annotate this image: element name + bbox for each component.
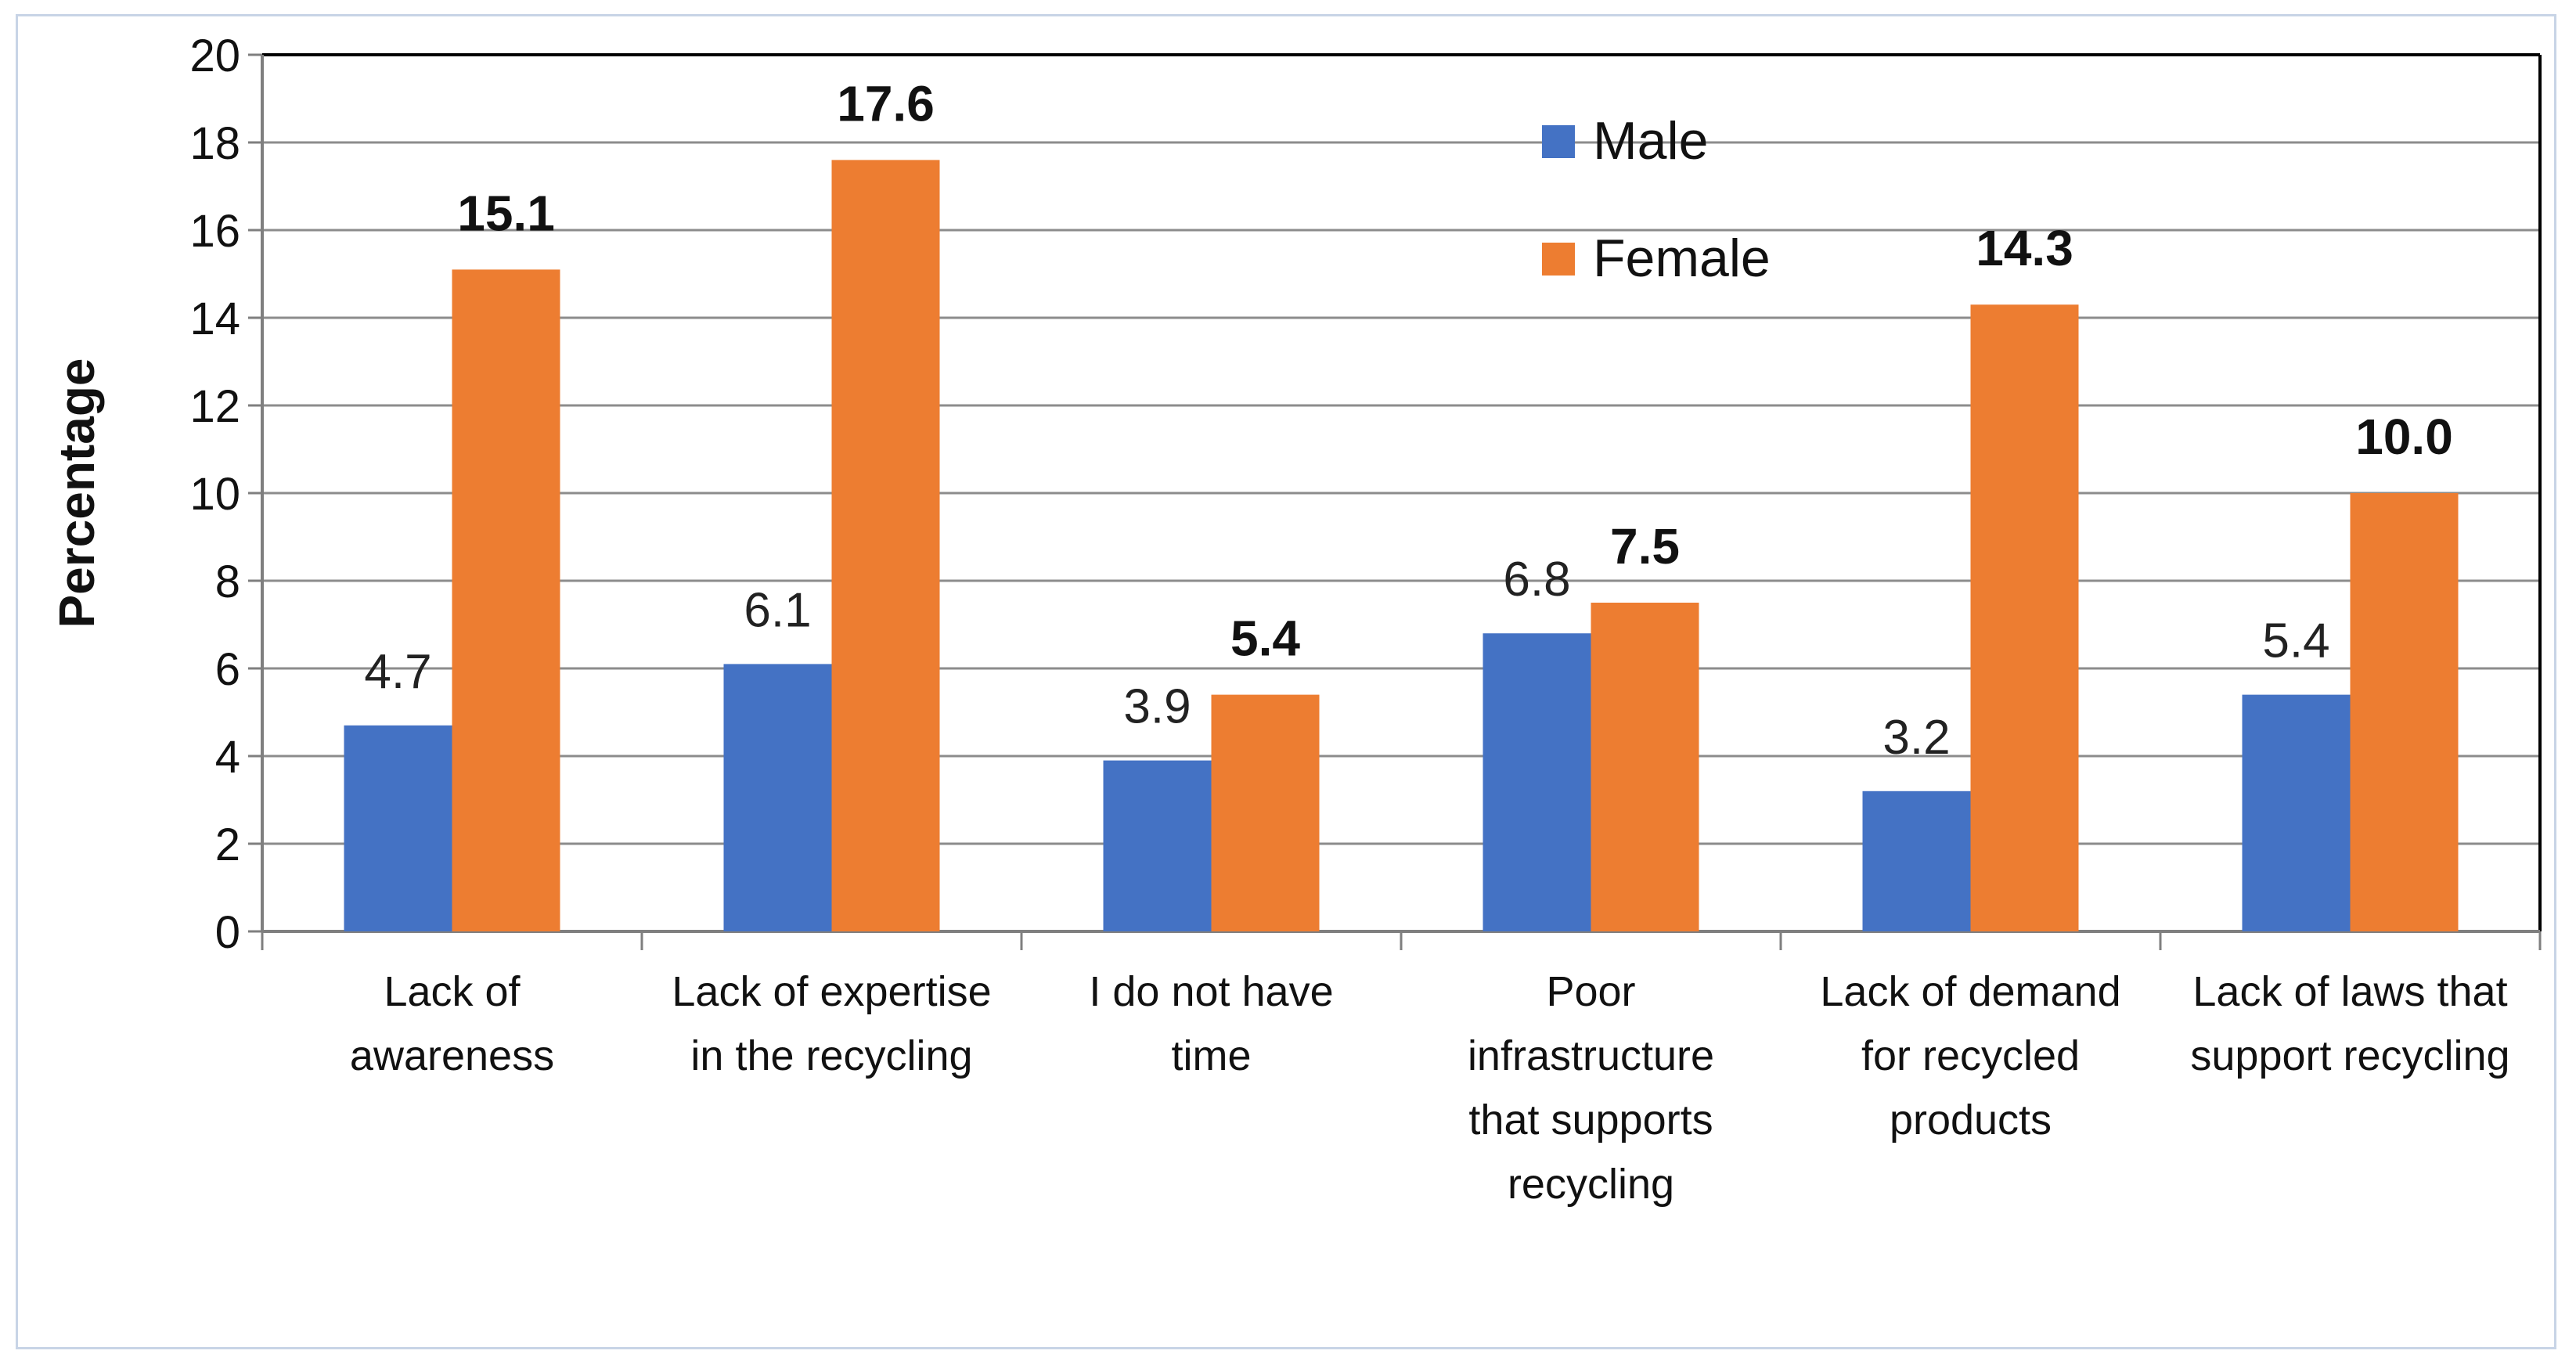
x-tick-label-line: awareness <box>350 1032 554 1079</box>
x-tick-label: Lack of expertise in the recycling <box>672 968 991 1079</box>
data-label-male: 3.2 <box>1882 711 1950 765</box>
data-label-male: 3.9 <box>1123 680 1191 734</box>
data-label-female: 5.4 <box>1230 610 1300 667</box>
x-tick-label-line: products <box>1890 1097 2052 1144</box>
x-tick-label-line: Lack of demand <box>1820 968 2120 1015</box>
y-tick-label: 14 <box>189 294 240 344</box>
x-tick-label-line: Lack of laws that <box>2192 968 2507 1015</box>
data-label-female: 10.0 <box>2355 409 2453 465</box>
bar-female <box>831 160 940 931</box>
bar-female <box>452 269 560 931</box>
y-tick-label: 18 <box>189 118 240 169</box>
y-tick-label: 8 <box>215 556 240 607</box>
bar-male <box>1103 760 1212 931</box>
y-tick-label: 12 <box>189 381 240 432</box>
data-label-male: 4.7 <box>364 645 431 699</box>
bar-male <box>344 725 452 931</box>
data-label-female: 14.3 <box>1976 220 2073 276</box>
x-tick-label-line: Poor <box>1546 968 1635 1015</box>
x-tick-label: Poor infrastructure that supports recycling <box>1468 968 1714 1208</box>
y-tick-label: 2 <box>215 819 240 870</box>
legend-label-female: Female <box>1593 229 1771 288</box>
y-tick-label: 20 <box>189 31 240 81</box>
x-tick-label-line: infrastructure <box>1468 1032 1714 1079</box>
legend-label-male: Male <box>1593 111 1708 171</box>
x-tick-label: I do not have time <box>1089 968 1333 1079</box>
x-tick-label-line: that supports <box>1468 1097 1713 1144</box>
data-label-female: 15.1 <box>457 185 555 241</box>
x-tick-label-line: recycling <box>1508 1161 1674 1208</box>
x-tick-label-line: I do not have <box>1089 968 1333 1015</box>
legend-swatch-male <box>1542 125 1575 158</box>
bar-female <box>1970 304 2079 931</box>
y-tick-label: 16 <box>189 206 240 257</box>
y-tick-label: 4 <box>215 732 240 783</box>
x-tick-label: Lack of demand for recycled products <box>1820 968 2120 1144</box>
chart-frame <box>16 14 2556 1349</box>
x-tick-label-line: Lack of <box>384 968 521 1015</box>
bar-male <box>1483 633 1591 931</box>
bar-male <box>723 664 832 931</box>
y-tick-label: 6 <box>215 644 240 695</box>
x-tick-label-line: Lack of expertise <box>672 968 991 1015</box>
bar-female <box>1211 694 1320 931</box>
data-label-female: 17.6 <box>837 75 935 131</box>
data-label-male: 6.1 <box>744 583 811 637</box>
y-axis-title: Percentage <box>49 358 105 628</box>
x-tick-label-line: time <box>1171 1032 1251 1079</box>
bar-female <box>1591 603 1699 931</box>
bar-female <box>2350 493 2459 931</box>
x-tick-label-line: in the recycling <box>690 1032 972 1079</box>
y-tick-label: 0 <box>215 907 240 958</box>
legend-swatch-female <box>1542 243 1575 276</box>
data-label-male: 6.8 <box>1503 553 1570 607</box>
bar-male <box>2242 694 2351 931</box>
bar-male <box>1862 791 1971 931</box>
y-tick-label: 10 <box>189 469 240 520</box>
x-tick-label-line: support recycling <box>2190 1032 2509 1079</box>
data-label-male: 5.4 <box>2262 614 2329 668</box>
x-tick-label: Lack of awareness <box>350 968 554 1079</box>
data-label-female: 7.5 <box>1610 518 1680 574</box>
x-tick-label-line: for recycled <box>1861 1032 2080 1079</box>
x-tick-label: Lack of laws that support recycling <box>2190 968 2509 1079</box>
